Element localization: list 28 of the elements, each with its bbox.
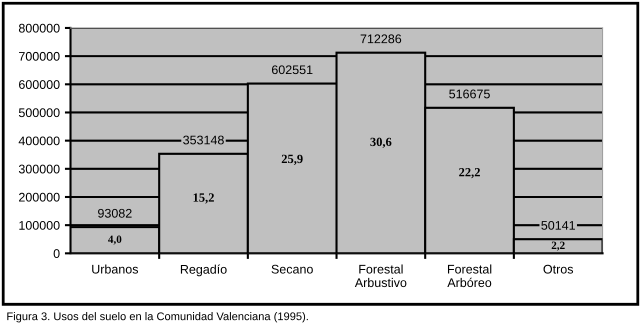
- data-label: 602551: [272, 65, 312, 74]
- y-tick-label: 800000: [18, 24, 60, 33]
- y-tick-label: 200000: [19, 192, 60, 202]
- data-label: 353148: [183, 136, 224, 144]
- annotation: 2,2: [552, 242, 565, 251]
- annotation: 30,6: [370, 138, 392, 148]
- x-tick-label: Forestal Arbóreo: [447, 264, 492, 288]
- annotation: 22,2: [459, 168, 480, 178]
- x-tick-label: Secano: [272, 264, 313, 274]
- y-tick-label: 300000: [18, 164, 60, 174]
- y-tick-label: 700000: [19, 52, 60, 61]
- y-tick-label: 600000: [19, 80, 60, 89]
- data-label: 712286: [360, 34, 402, 44]
- x-tick-label: Regadío: [180, 264, 227, 276]
- y-tick-label: 400000: [18, 136, 60, 146]
- x-tick-label: Otros: [544, 264, 574, 274]
- data-label: 516675: [449, 90, 490, 98]
- y-tick-label: 0: [54, 249, 60, 258]
- data-label: 93082: [98, 208, 132, 218]
- x-tick-label: Forestal Arbustivo: [354, 264, 406, 288]
- annotation: 4,0: [108, 236, 122, 245]
- annotation: 25,9: [282, 154, 303, 165]
- x-tick-label: Urbanos: [92, 264, 138, 274]
- data-label: 50141: [541, 220, 575, 230]
- annotation: 15,2: [194, 193, 214, 204]
- y-tick-label: 100000: [19, 220, 60, 230]
- y-tick-label: 500000: [18, 108, 60, 118]
- text: Figura 3. Usos del suelo en la Comunidad Valenciana (1995).: [7, 312, 308, 322]
